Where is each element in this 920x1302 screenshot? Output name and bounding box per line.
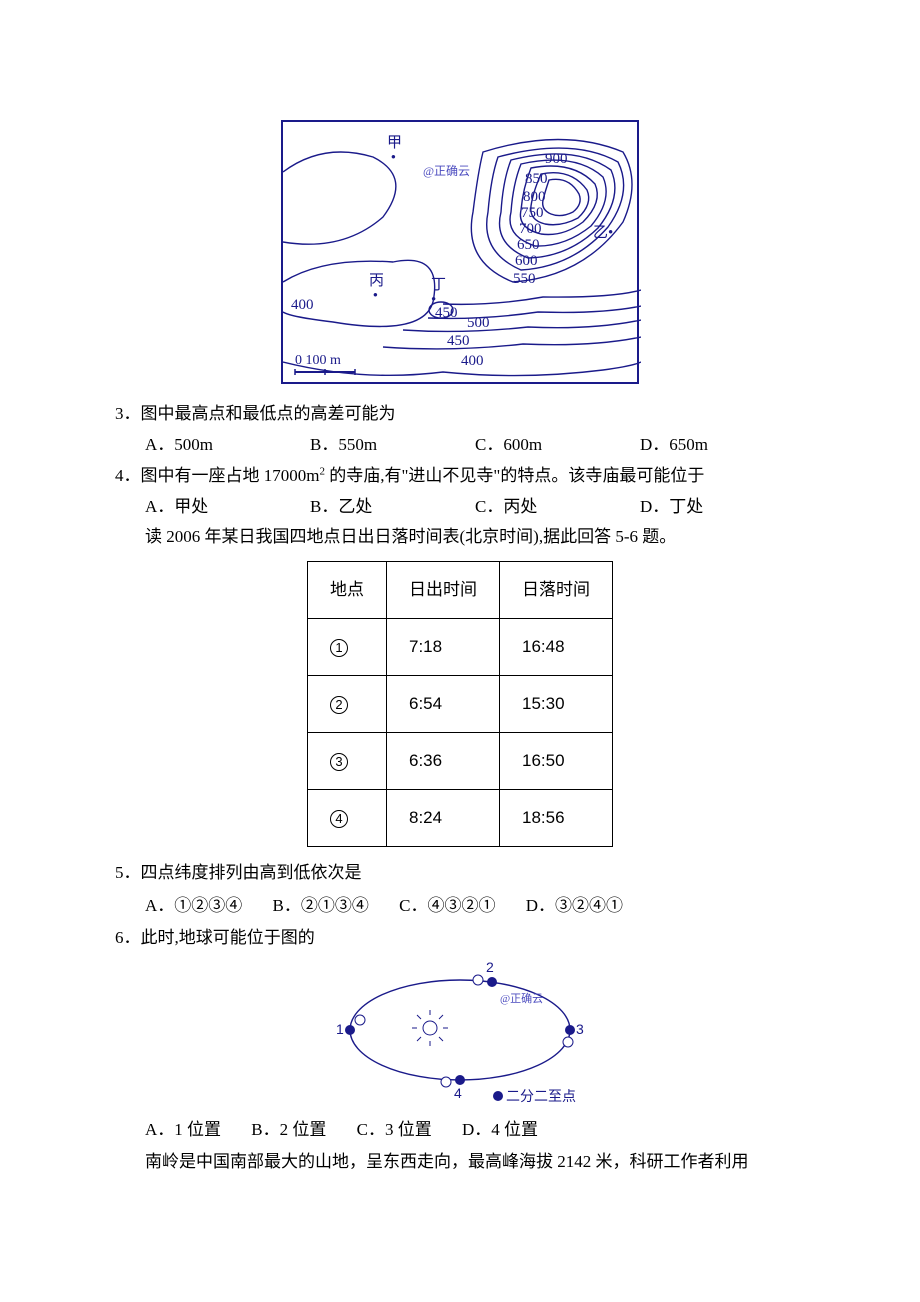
cell-sunrise-2: 6:54 <box>387 676 500 733</box>
cell-loc-4: 4 <box>308 790 387 847</box>
q5-stem: 5．四点纬度排列由高到低依次是 <box>115 859 805 887</box>
contour-650: 650 <box>517 238 540 253</box>
cell-sunset-2: 15:30 <box>500 676 613 733</box>
contour-500: 500 <box>467 316 490 331</box>
contour-450a: 450 <box>435 306 458 321</box>
cell-loc-2: 2 <box>308 676 387 733</box>
svg-text:3: 3 <box>576 1021 584 1037</box>
q6-opt-a: A．1 位置 <box>145 1120 221 1139</box>
cell-sunrise-4: 8:24 <box>387 790 500 847</box>
q4-opt-b: B．乙处 <box>310 493 475 521</box>
th-sunrise: 日出时间 <box>387 562 500 619</box>
contour-450b: 450 <box>447 334 470 349</box>
map-point-ding: 丁• <box>431 278 446 308</box>
nanling-passage: 南岭是中国南部最大的山地，呈东西走向，最高峰海拔 2142 米，科研工作者利用 <box>145 1148 805 1176</box>
contour-700: 700 <box>519 222 542 237</box>
q4-options: A．甲处 B．乙处 C．丙处 D．丁处 <box>145 493 805 521</box>
th-location: 地点 <box>308 562 387 619</box>
contour-400b: 400 <box>291 298 314 313</box>
th-sunset: 日落时间 <box>500 562 613 619</box>
q6-opt-d: D．4 位置 <box>462 1120 538 1139</box>
contour-850: 850 <box>525 172 548 187</box>
q6-opt-b: B．2 位置 <box>251 1120 326 1139</box>
svg-text:二分二至点: 二分二至点 <box>506 1089 576 1105</box>
q5-opt-b: B．②①③④ <box>273 896 369 915</box>
q6-options: A．1 位置 B．2 位置 C．3 位置 D．4 位置 <box>145 1116 805 1144</box>
svg-text:@正确云: @正确云 <box>500 992 543 1005</box>
cell-sunrise-1: 7:18 <box>387 619 500 676</box>
contour-800: 800 <box>523 190 546 205</box>
map-point-yi: 乙• <box>593 226 613 241</box>
svg-text:4: 4 <box>454 1085 462 1101</box>
q6-stem: 6．此时,地球可能位于图的 <box>115 924 805 952</box>
q3-options: A．500m B．550m C．600m D．650m <box>145 431 805 459</box>
map-scale: 0 100 m <box>295 354 341 368</box>
svg-text:2: 2 <box>486 960 494 975</box>
table-row: 1 7:18 16:48 <box>308 619 613 676</box>
contour-map-figure: 甲 • 乙• 丙 • 丁• 900 850 800 750 700 650 60… <box>281 120 639 384</box>
cell-loc-3: 3 <box>308 733 387 790</box>
table-row: 3 6:36 16:50 <box>308 733 613 790</box>
q3-opt-d: D．650m <box>640 431 805 459</box>
svg-text:1: 1 <box>336 1021 344 1037</box>
cell-sunrise-3: 6:36 <box>387 733 500 790</box>
cell-loc-1: 1 <box>308 619 387 676</box>
cell-sunset-4: 18:56 <box>500 790 613 847</box>
q5-opt-c: C．④③②① <box>399 896 495 915</box>
intro-56: 读 2006 年某日我国四地点日出日落时间表(北京时间),据此回答 5-6 题。 <box>145 523 805 551</box>
table-header-row: 地点 日出时间 日落时间 <box>308 562 613 619</box>
cell-sunset-1: 16:48 <box>500 619 613 676</box>
table-row: 2 6:54 15:30 <box>308 676 613 733</box>
q3-opt-b: B．550m <box>310 431 475 459</box>
q4-stem: 4．图中有一座占地 17000m2 的寺庙,有"进山不见寺"的特点。该寺庙最可能… <box>115 462 805 490</box>
map-point-jia: 甲 • <box>387 136 402 166</box>
orbit-svg: 1 2 3 4 二分二至点 @正确云 <box>320 960 600 1110</box>
map-watermark: @正确云 <box>423 162 470 182</box>
q5-options: A．①②③④ B．②①③④ C．④③②① D．③②④① <box>145 892 805 920</box>
orbit-figure: 1 2 3 4 二分二至点 @正确云 <box>320 960 600 1110</box>
q3-stem: 3．图中最高点和最低点的高差可能为 <box>115 400 805 428</box>
q5-opt-d: D．③②④① <box>526 896 623 915</box>
contour-600: 600 <box>515 254 538 269</box>
q4-stem-a: 4．图中有一座占地 17000m <box>115 466 319 485</box>
sunrise-sunset-table: 地点 日出时间 日落时间 1 7:18 16:48 2 6:54 15:30 3… <box>307 561 613 847</box>
contour-400a: 400 <box>461 354 484 369</box>
q6-opt-c: C．3 位置 <box>357 1120 432 1139</box>
cell-sunset-3: 16:50 <box>500 733 613 790</box>
q5-opt-a: A．①②③④ <box>145 896 242 915</box>
contour-750: 750 <box>521 206 544 221</box>
table-row: 4 8:24 18:56 <box>308 790 613 847</box>
contour-900: 900 <box>545 152 568 167</box>
q3-opt-c: C．600m <box>475 431 640 459</box>
q4-opt-a: A．甲处 <box>145 493 310 521</box>
q4-opt-c: C．丙处 <box>475 493 640 521</box>
contour-550: 550 <box>513 272 536 287</box>
q3-opt-a: A．500m <box>145 431 310 459</box>
q4-opt-d: D．丁处 <box>640 493 805 521</box>
map-point-bing: 丙 • <box>369 274 384 304</box>
q4-stem-b: 的寺庙,有"进山不见寺"的特点。该寺庙最可能位于 <box>325 466 704 485</box>
